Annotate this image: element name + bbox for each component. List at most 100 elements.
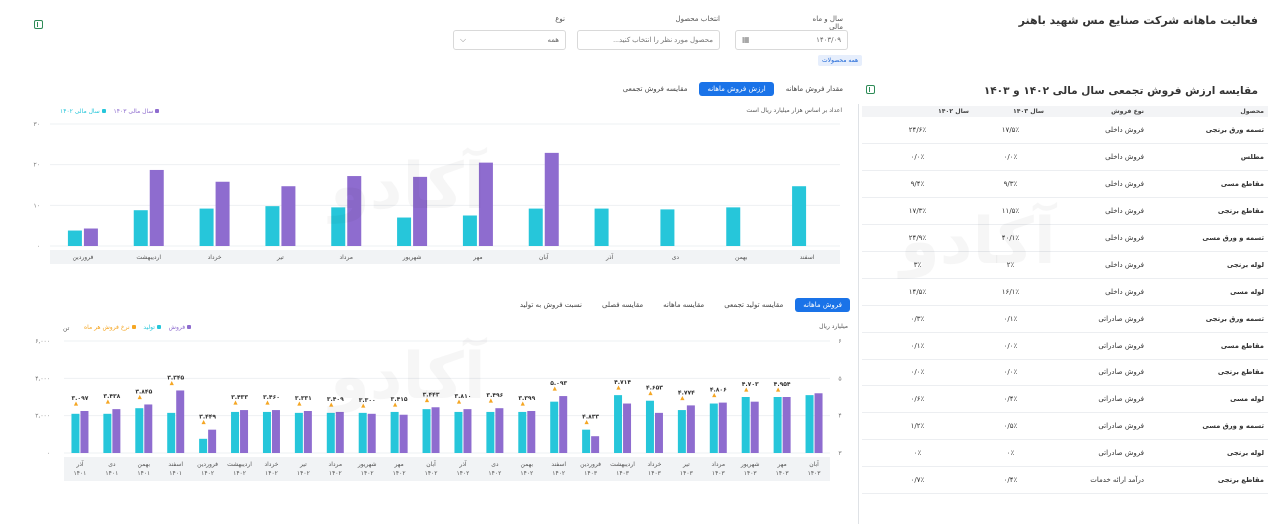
x-tick-label: مهر xyxy=(472,254,482,261)
y-tick-label: ۱۰ xyxy=(34,202,40,209)
column-header[interactable]: محصول xyxy=(1148,106,1268,117)
chevron-down-icon: ⌵ xyxy=(460,35,467,44)
table-cell-1403: ۰/۰٪ xyxy=(973,332,1048,360)
x-tick-month: مهر xyxy=(776,461,786,468)
x-tick-year: ۱۴۰۲ xyxy=(393,470,406,477)
rate-marker: ▲ xyxy=(489,398,494,404)
sales-bar xyxy=(431,407,440,453)
table-row[interactable]: تسمه ورق برنجی فروش داخلی ۱۷/۵٪ ۲۴/۶٪ xyxy=(862,117,1268,145)
tab-monthly-comparison[interactable]: مقایسه ماهانه xyxy=(663,301,705,309)
tab-cumulative-sales-comparison[interactable]: مقایسه فروش تجمعی xyxy=(622,85,688,93)
table-row[interactable]: تسمه و ورق مسی فروش صادراتی ۰/۵٪ ۱/۲٪ xyxy=(862,412,1268,441)
table-row[interactable]: مقاطع مسی فروش داخلی ۹/۳٪ ۹/۴٪ xyxy=(862,170,1268,199)
table-cell-1402: ۰/۶٪ xyxy=(862,385,973,414)
legend-item-sales[interactable]: فروش xyxy=(169,324,193,331)
right-y-tick-label: ۳ xyxy=(838,450,842,457)
table-row[interactable]: لوله برنجی فروش صادراتی ۰٪ ۰٪ xyxy=(862,439,1268,468)
tab-seasonal-comparison[interactable]: مقایسه فصلی xyxy=(602,301,644,309)
x-tick-label: اسفند xyxy=(800,254,815,261)
calendar-icon[interactable]: ▦ xyxy=(742,35,750,44)
x-tick-year: ۱۴۰۱ xyxy=(137,470,150,477)
x-tick-label: دی xyxy=(672,254,680,261)
rate-marker: ▲ xyxy=(297,401,302,407)
excel-export-icon[interactable] xyxy=(866,85,875,94)
sales-bar xyxy=(80,411,89,453)
table-row[interactable]: مقاطع برنجی درآمد ارائه خدمات ۰/۴٪ ۰/۷٪ xyxy=(862,466,1268,494)
column-header[interactable]: نوع فروش xyxy=(1048,106,1148,117)
table-row[interactable]: مقاطع برنجی فروش صادراتی ۰/۰٪ ۰/۰٪ xyxy=(862,359,1268,387)
rate-label: ۳.۳۰۰ xyxy=(359,397,376,404)
excel-export-icon[interactable] xyxy=(34,20,43,29)
rate-marker: ▲ xyxy=(74,401,79,407)
table-cell-product: مقاطع مسی xyxy=(1148,170,1268,199)
bar xyxy=(462,215,477,246)
table-cell-1403: ۰/۵٪ xyxy=(973,412,1048,441)
product-select[interactable] xyxy=(577,30,720,50)
table-row[interactable]: تسمه ورق برنجی فروش صادراتی ۰/۱٪ ۰/۳٪ xyxy=(862,305,1268,333)
rate-label: ۴.۹۵۴ xyxy=(774,381,791,388)
production-bar xyxy=(677,410,686,453)
left-y-tick-label: ۲,۰۰۰ xyxy=(35,413,50,420)
table-row[interactable]: مقاطع برنجی فروش داخلی ۱۱/۵٪ ۱۷/۳٪ xyxy=(862,197,1268,226)
sales-bar xyxy=(144,404,153,453)
table-row[interactable]: لوله برنجی فروش داخلی ۲٪ ۳٪ xyxy=(862,251,1268,279)
legend-item-1403[interactable]: سال مالی ۱۴۰۳ xyxy=(114,108,162,115)
table-cell-1403: ۱۶/۱٪ xyxy=(973,278,1048,306)
tab-sales-to-production-ratio[interactable]: نسبت فروش به تولید xyxy=(519,301,582,309)
production-bar xyxy=(773,397,782,453)
tab-monthly-sales-quantity[interactable]: مقدار فروش ماهانه xyxy=(785,85,843,93)
type-select[interactable]: همه ⌵ xyxy=(453,30,566,50)
tab-cumulative-production[interactable]: مقایسه تولید تجمعی xyxy=(724,301,784,309)
table-cell-product: مقاطع مسی xyxy=(1148,332,1268,360)
legend-item-production[interactable]: تولید xyxy=(143,324,163,331)
all-products-chip[interactable]: همه محصولات xyxy=(818,55,863,66)
x-tick-label: بهمن xyxy=(735,254,748,261)
legend-item-monthly-rate[interactable]: نرخ فروش هر ماه xyxy=(84,324,138,331)
sales-bar xyxy=(240,410,249,453)
bar xyxy=(199,208,214,246)
sales-bar xyxy=(591,436,600,453)
legend-label: نرخ فروش هر ماه xyxy=(84,324,130,331)
table-row[interactable]: مقاطع مسی فروش صادراتی ۰/۰٪ ۰/۱٪ xyxy=(862,332,1268,360)
table-cell-1403: ۴۰/۱٪ xyxy=(973,224,1048,252)
production-bar xyxy=(358,412,367,453)
sales-bar xyxy=(750,401,759,453)
column-header[interactable]: سال ۱۴۰۳ xyxy=(973,106,1048,117)
column-header[interactable]: سال ۱۴۰۲ xyxy=(862,106,973,117)
sales-bar xyxy=(686,405,695,453)
legend-item-1402[interactable]: سال مالی ۱۴۰۲ xyxy=(60,108,108,115)
table-cell-1402: ۱۴/۵٪ xyxy=(862,278,973,306)
production-bar xyxy=(582,429,591,453)
table-row[interactable]: لوله مسی فروش داخلی ۱۶/۱٪ ۱۴/۵٪ xyxy=(862,278,1268,306)
table-cell-product: لوله مسی xyxy=(1148,385,1268,414)
sales-bar xyxy=(303,411,312,453)
year-month-label: سال و ماه مالی xyxy=(812,15,843,31)
table-row[interactable]: مطلس فروش داخلی ۰/۰٪ ۰/۰٪ xyxy=(862,143,1268,172)
table-row[interactable]: تسمه و ورق مسی فروش داخلی ۴۰/۱٪ ۲۴/۹٪ xyxy=(862,224,1268,252)
table-cell-product: تسمه و ورق مسی xyxy=(1148,224,1268,252)
table-cell-1402: ۰/۰٪ xyxy=(862,143,973,172)
table-cell-product: تسمه و ورق مسی xyxy=(1148,412,1268,441)
x-tick-year: ۱۴۰۳ xyxy=(712,470,726,477)
x-axis-band xyxy=(64,457,830,481)
rate-marker: ▲ xyxy=(648,391,653,397)
bar xyxy=(594,208,609,246)
rate-marker: ▲ xyxy=(521,401,526,407)
x-tick-month: آذر xyxy=(75,459,84,468)
bar xyxy=(265,206,280,246)
bar xyxy=(397,217,412,246)
rate-marker: ▲ xyxy=(616,385,621,391)
sales-bar xyxy=(782,397,791,453)
production-bar xyxy=(167,412,176,453)
page-title: فعالیت ماهانه شرکت صنایع مس شهید باهنر xyxy=(1018,14,1258,27)
legend-label: تولید xyxy=(143,324,155,331)
top-chart-unit-note: اعداد بر اساس هزار میلیارد ریال است xyxy=(746,107,842,114)
sales-bar xyxy=(112,409,121,453)
bar xyxy=(413,176,428,246)
sales-bar xyxy=(495,408,504,453)
table-cell-1402: ۰٪ xyxy=(862,439,973,468)
year-month-field[interactable]: ۱۴۰۳/۰۹ ▦ xyxy=(735,30,848,50)
table-row[interactable]: لوله مسی فروش صادراتی ۰/۴٪ ۰/۶٪ xyxy=(862,385,1268,414)
tab-monthly-sales[interactable]: فروش ماهانه xyxy=(795,298,850,312)
tab-monthly-sales-value[interactable]: ارزش فروش ماهانه xyxy=(699,82,774,96)
